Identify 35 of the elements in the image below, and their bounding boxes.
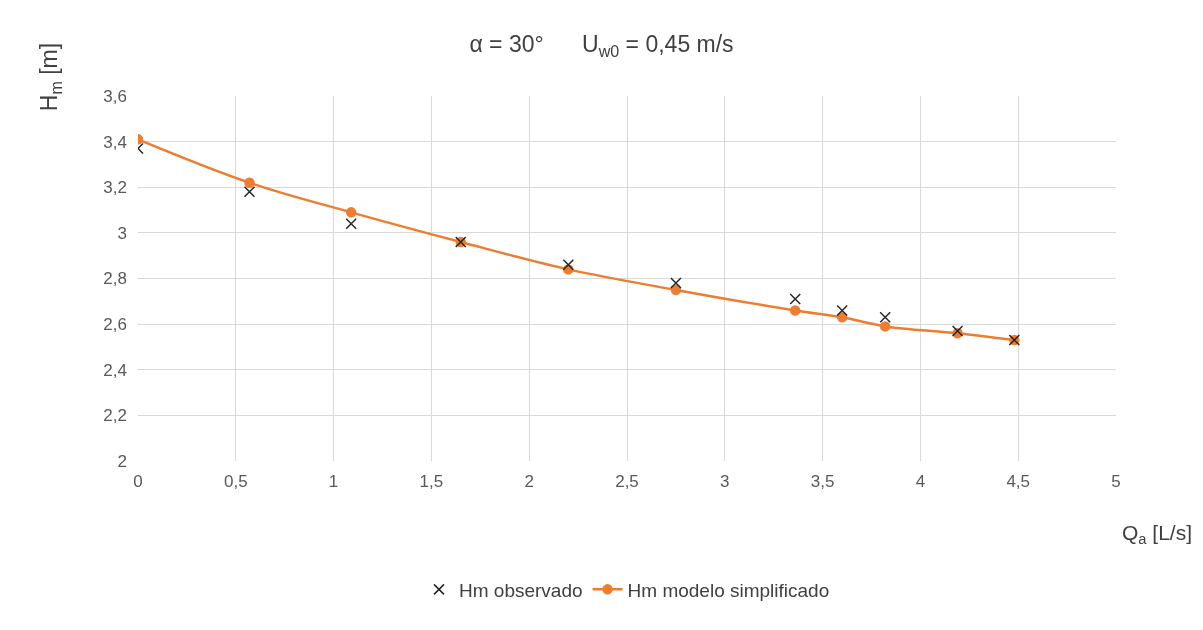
point bbox=[562, 259, 575, 271]
point bbox=[879, 321, 891, 332]
x-tick-label: 1,5 bbox=[419, 472, 444, 491]
point bbox=[879, 311, 891, 324]
y-tick-label: 2 bbox=[117, 451, 127, 471]
x-tick-label: 1 bbox=[328, 472, 339, 491]
point bbox=[345, 218, 357, 230]
chart-title: α = 30° U$_{w0}$ = 0,45 m/s bbox=[469, 31, 734, 60]
y-tick-label: 2,2 bbox=[103, 406, 127, 426]
y-tick-label: 3 bbox=[117, 223, 127, 243]
point bbox=[789, 305, 801, 316]
x-tick-label: 4 bbox=[915, 472, 926, 491]
y-tick-label: 3,4 bbox=[103, 132, 127, 152]
x-tick-label: 2,5 bbox=[615, 472, 639, 491]
point bbox=[789, 293, 801, 305]
legend-label: Hm observado bbox=[459, 579, 583, 601]
x-tick-label: 0 bbox=[133, 472, 143, 491]
legend-label: Hm modelo simplificado bbox=[627, 579, 830, 601]
point bbox=[670, 277, 682, 289]
x-tick-label: 0,5 bbox=[223, 472, 248, 491]
y-tick-label: 3,2 bbox=[103, 178, 127, 198]
y-tick-label: 2,6 bbox=[103, 315, 127, 335]
y-tick-label: 3,6 bbox=[103, 86, 127, 106]
x-tick-label: 2 bbox=[524, 472, 534, 491]
point bbox=[243, 186, 256, 198]
point bbox=[836, 304, 848, 317]
y-tick-label: 2,8 bbox=[103, 269, 127, 289]
x-axis-title: Q$_{a}$ [L/s] bbox=[1122, 521, 1193, 548]
x-tick-label: 5 bbox=[1111, 472, 1121, 491]
point bbox=[244, 177, 255, 188]
x-tick-label: 3,5 bbox=[810, 472, 835, 491]
x-tick-label: 4,5 bbox=[1006, 472, 1031, 491]
point bbox=[345, 207, 357, 218]
y-tick-label: 2,4 bbox=[103, 360, 127, 380]
x-tick-label: 3 bbox=[720, 472, 730, 491]
